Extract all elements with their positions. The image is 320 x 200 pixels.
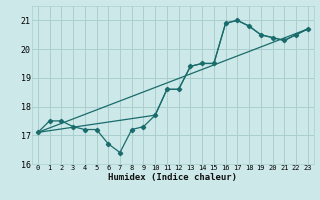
X-axis label: Humidex (Indice chaleur): Humidex (Indice chaleur) [108,173,237,182]
